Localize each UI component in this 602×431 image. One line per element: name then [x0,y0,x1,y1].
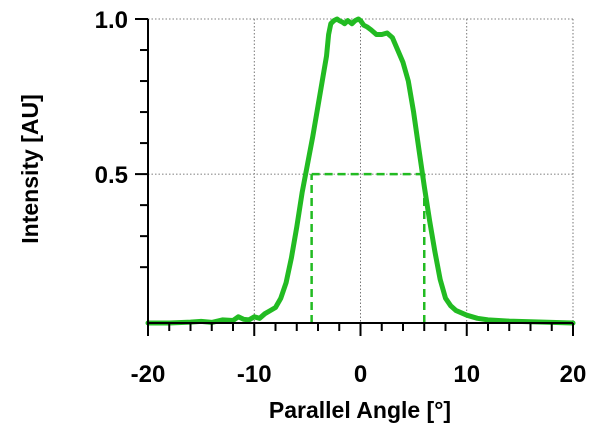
x-tick-label: 10 [453,361,480,388]
grid [148,18,574,323]
x-axis-label: Parallel Angle [°] [269,397,451,423]
x-tick-label: 20 [560,361,587,388]
y-tick-label: 1.0 [95,7,128,34]
y-tick-label: 0.5 [95,162,128,189]
y-axis-label: Intensity [AU] [17,94,43,244]
x-tick-label: -20 [131,361,166,388]
intensity-curve [145,16,576,326]
y-tick-labels: 0.5 1.0 [95,7,128,189]
x-tick-labels: -20 -10 0 10 20 [131,361,587,388]
x-tick-label: -10 [237,361,272,388]
x-tick-label: 0 [354,361,367,388]
axes [135,18,574,336]
fwhm-markers [310,172,426,323]
